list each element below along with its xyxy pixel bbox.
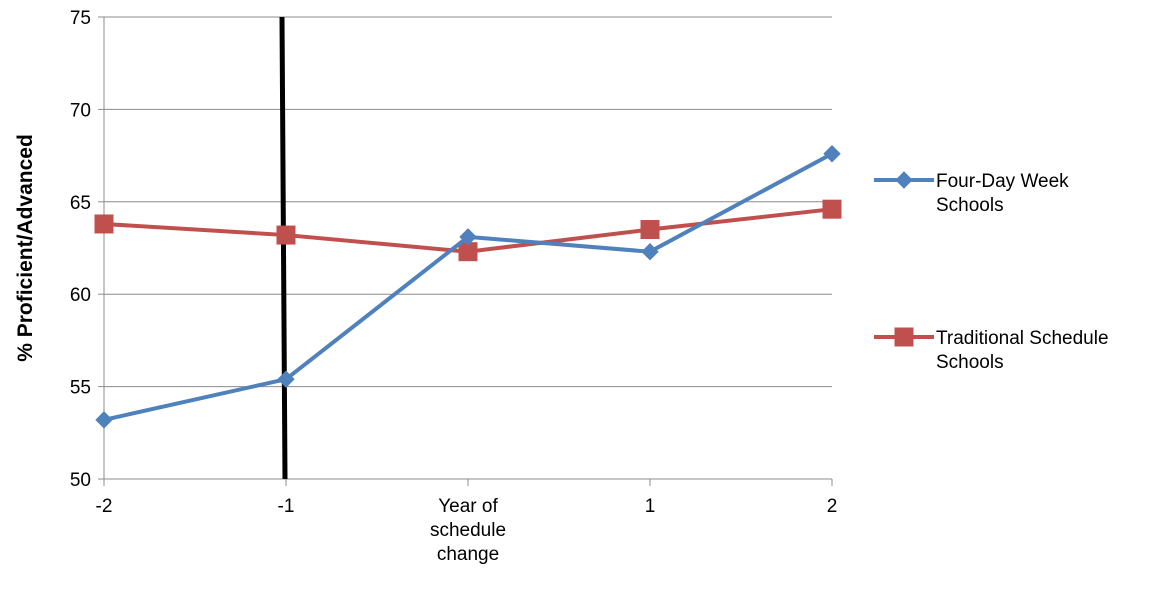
y-tick-label: 70 (70, 100, 91, 121)
gridlines (104, 16, 832, 388)
legend-label: Traditional Schedule Schools (936, 328, 1109, 373)
y-tick-label: 75 (70, 8, 91, 29)
legend-label: Four-Day Week Schools (936, 171, 1069, 216)
data-point (823, 145, 841, 163)
legend-swatch-marker (895, 171, 913, 189)
data-point (641, 242, 659, 261)
x-tick-label: -1 (278, 496, 295, 517)
y-axis-title: % Proficient/Advanced (14, 134, 37, 362)
series-line (103, 151, 833, 422)
series-layer (94, 145, 842, 429)
data-point (277, 370, 295, 388)
data-point (822, 199, 842, 219)
axes: 50 55 60 65 70 75 -2 -1 Year of schedule change 1 2 (70, 8, 837, 565)
data-point (276, 225, 296, 245)
data-point (459, 228, 477, 246)
reference-line (279, 16, 288, 480)
reference-line-layer (279, 16, 288, 480)
x-tick-label: -2 (96, 496, 113, 517)
y-tick-label: 50 (70, 470, 91, 491)
x-tick-label: 1 (645, 496, 656, 517)
legend-swatch-marker (894, 327, 914, 347)
data-point (640, 220, 660, 240)
data-point (94, 214, 114, 234)
y-tick-label: 55 (70, 378, 91, 399)
x-tick-label: 2 (827, 496, 838, 517)
y-tick-label: 60 (70, 285, 91, 306)
y-tick-label: 65 (70, 193, 91, 214)
x-tick-label: Year of schedule change (430, 496, 506, 565)
legend: Four-Day Week Schools Traditional Schedule… (874, 171, 1109, 373)
data-point (95, 411, 113, 429)
